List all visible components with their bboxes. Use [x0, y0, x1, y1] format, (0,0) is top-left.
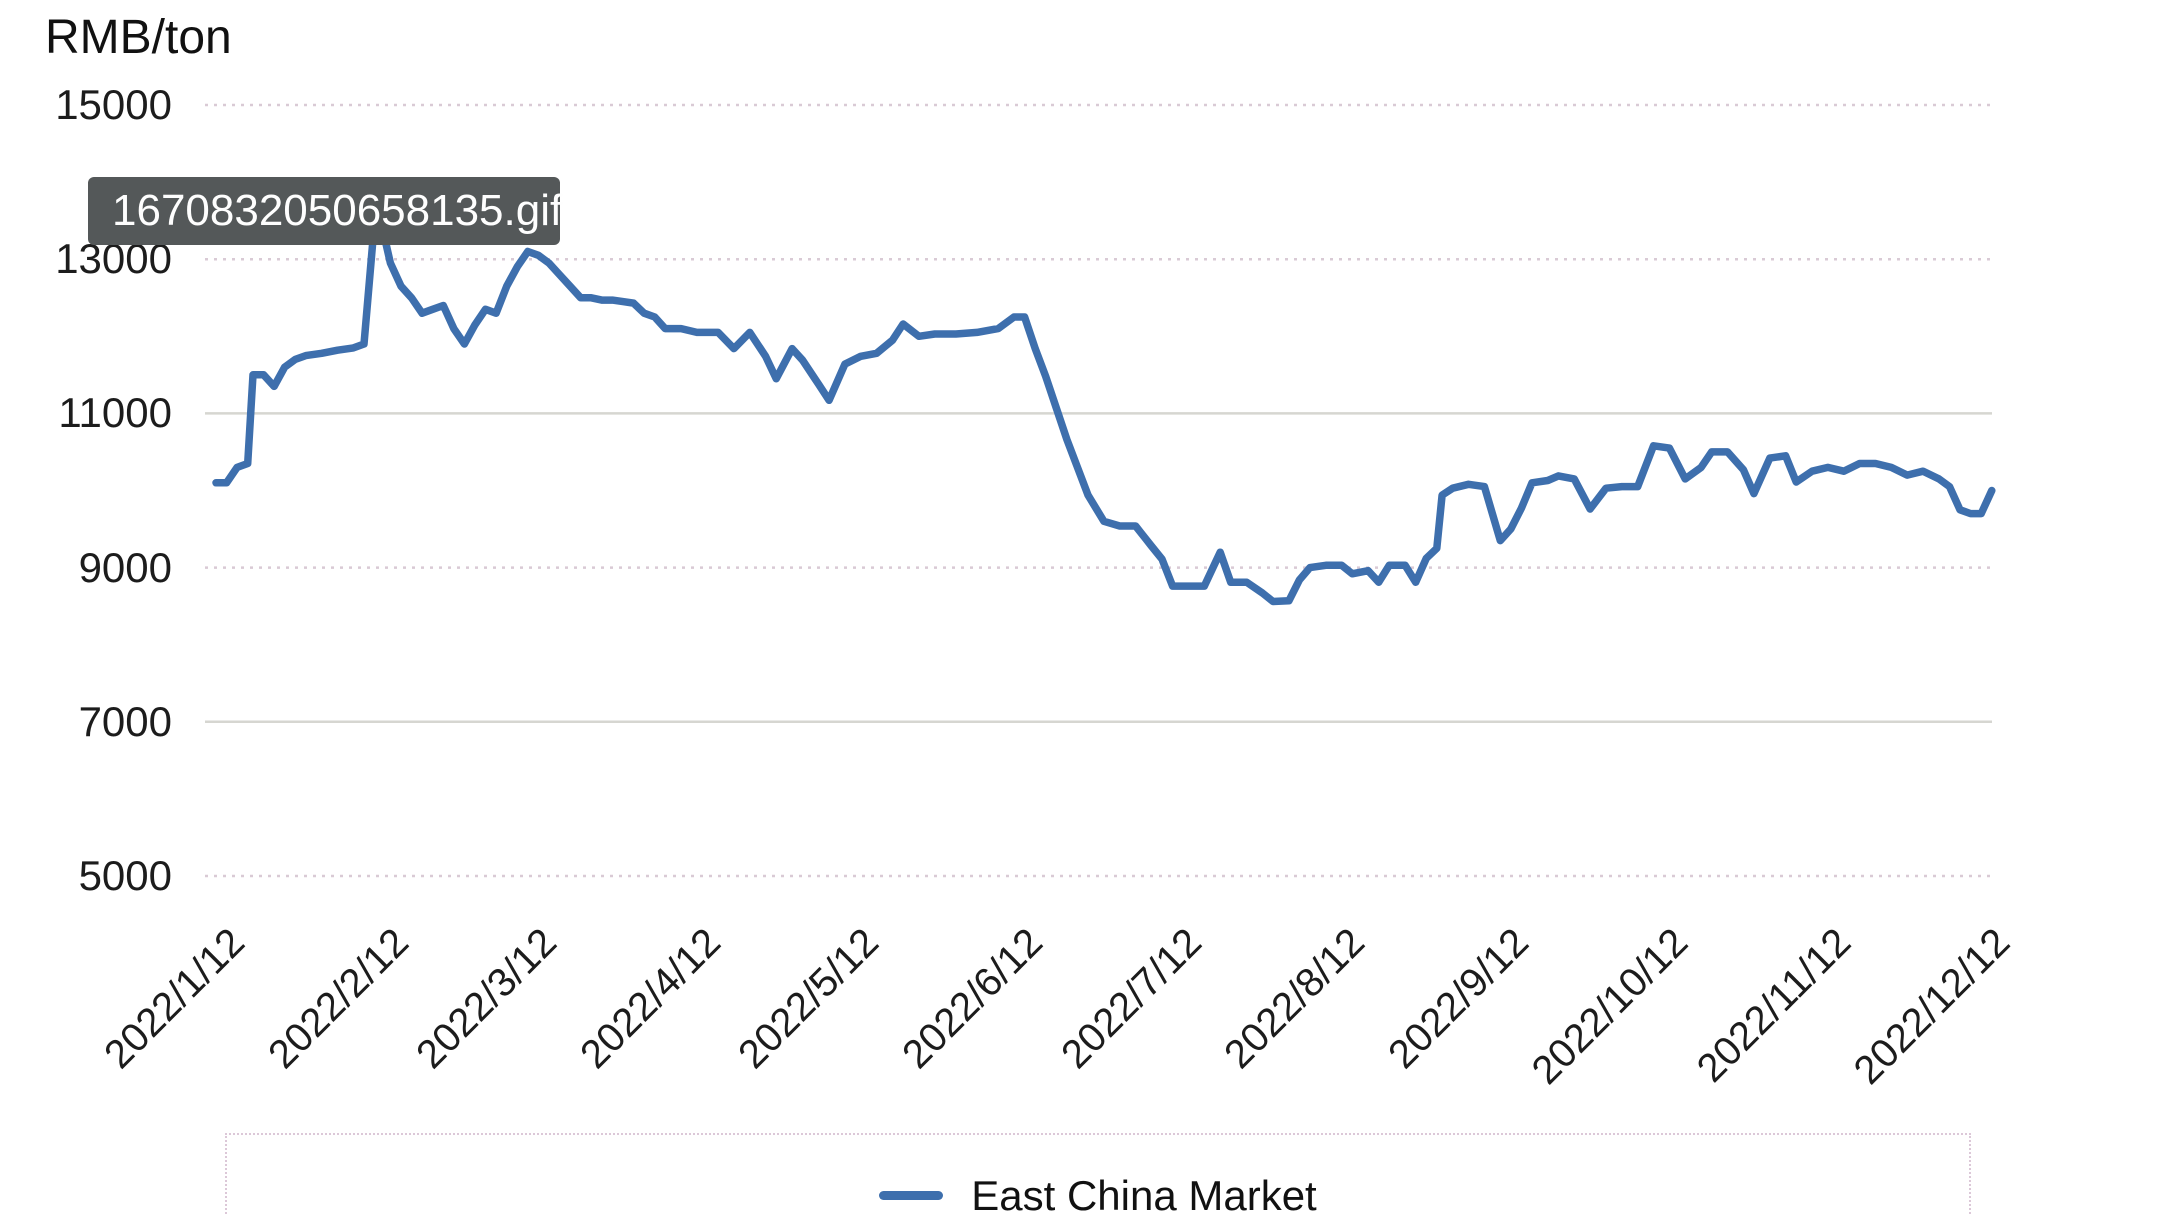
- filename-tooltip-text: 1670832050658135.gif: [112, 186, 563, 235]
- series-line-east-china-market: [212, 216, 1996, 606]
- legend-line-marker-icon: [879, 1191, 944, 1200]
- series-polyline: [212, 216, 1996, 606]
- y-tick-label: 7000: [78, 697, 172, 745]
- filename-tooltip: 1670832050658135.gif: [88, 177, 563, 245]
- y-tick-label: 11000: [58, 389, 172, 437]
- y-tick-label: 9000: [78, 543, 172, 591]
- legend-series-label: East China Market: [971, 1171, 1317, 1216]
- gridlines: [205, 103, 1992, 878]
- legend: East China Market: [225, 1133, 1971, 1216]
- y-axis-unit-label: RMB/ton: [45, 11, 232, 64]
- y-tick-label: 15000: [55, 81, 172, 128]
- y-tick-label: 5000: [78, 852, 172, 899]
